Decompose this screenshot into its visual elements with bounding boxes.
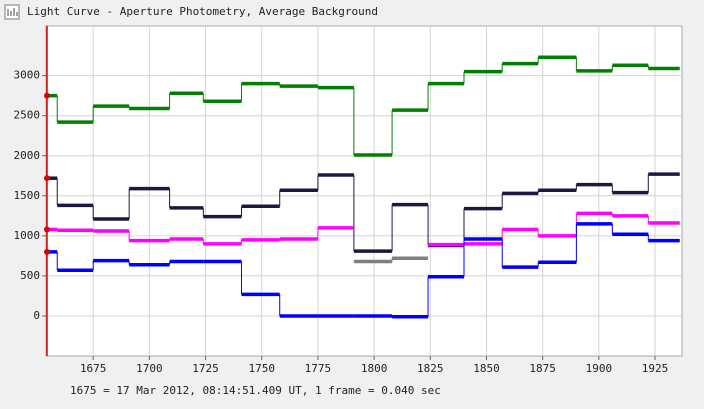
cursor-point: [44, 175, 50, 182]
y-tick-label: 1500: [14, 189, 41, 202]
y-tick-label: 500: [20, 269, 40, 282]
x-tick-label: 1725: [192, 362, 219, 375]
plot: 0 500 1000 1500 2000 2500 3000 1675 1700 1725 1750…: [14, 26, 682, 375]
cursor-point: [44, 248, 50, 255]
x-tick-label: 1675: [80, 362, 107, 375]
x-tick-label: 1850: [473, 362, 500, 375]
cursor-point: [44, 92, 50, 99]
x-tick-label: 1800: [361, 362, 388, 375]
y-tick-label: 1000: [14, 229, 41, 242]
series: [46, 222, 680, 319]
series: [46, 55, 680, 157]
series: [353, 256, 429, 264]
x-tick-label: 1875: [529, 362, 556, 375]
x-tick-label: 1925: [642, 362, 669, 375]
x-tick-label: 1900: [586, 362, 613, 375]
y-tick-label: 2500: [14, 109, 41, 122]
window-title: Light Curve - Aperture Photometry, Avera…: [27, 5, 378, 18]
window-icon-glyph: [7, 8, 18, 16]
x-tick-label: 1775: [305, 362, 332, 375]
cursor-point: [44, 226, 50, 233]
x-tick-label: 1825: [417, 362, 444, 375]
y-tick-label: 3000: [14, 69, 41, 82]
x-tick-label: 1700: [136, 362, 163, 375]
y-tick-label: 2000: [14, 149, 41, 162]
x-tick-label: 1750: [248, 362, 275, 375]
footnote: 1675 = 17 Mar 2012, 08:14:51.409 UT, 1 f…: [70, 384, 441, 397]
series: [46, 211, 680, 247]
y-tick-label: 0: [33, 309, 40, 322]
